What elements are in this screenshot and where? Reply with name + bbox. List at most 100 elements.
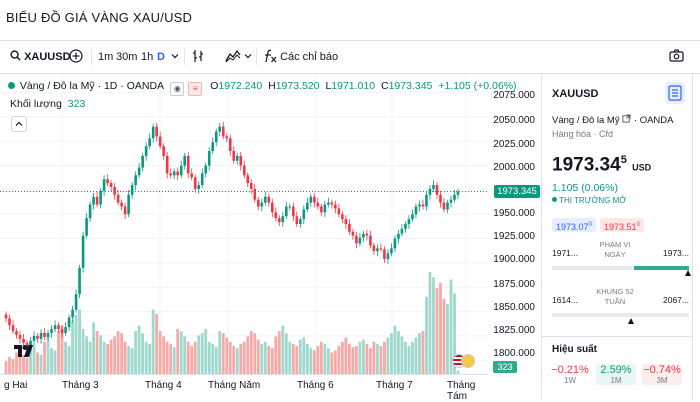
candle-body — [404, 224, 407, 229]
candle-body — [22, 338, 25, 343]
volume-bar — [425, 296, 428, 374]
price-chart[interactable] — [0, 74, 541, 400]
volume-bar — [432, 277, 435, 374]
time-tick: Tháng 3 — [62, 380, 99, 391]
candle-body — [186, 155, 190, 174]
candle-body — [432, 185, 435, 189]
volume-bar — [25, 357, 29, 374]
panel-price-main: 1973.34 — [552, 154, 621, 176]
volume-bar — [239, 343, 243, 374]
volume-bar — [442, 298, 446, 374]
performance-3m[interactable]: −0.74% 3M — [642, 364, 682, 385]
volume-bar — [456, 370, 460, 374]
volume-bar — [78, 309, 81, 374]
volume-bar — [305, 343, 309, 374]
volume-bar — [249, 331, 253, 374]
performance-period: 1M — [610, 376, 622, 385]
bid-badge[interactable]: 1973.070 — [552, 218, 596, 232]
volume-bar — [165, 341, 169, 374]
snapshot-button[interactable] — [669, 41, 684, 73]
legend-collapse-button[interactable] — [11, 116, 27, 132]
market-open-dot — [552, 197, 557, 202]
candle-body — [39, 333, 43, 339]
market-status-dot — [8, 82, 15, 89]
performance-value: −0.74% — [643, 364, 681, 376]
ask-main: 1973.51 — [604, 222, 637, 232]
volume-bar — [18, 350, 22, 374]
volume-bar — [57, 331, 60, 374]
interval-dropdown[interactable] — [171, 41, 179, 73]
legend-settings-icon[interactable]: ≡ — [188, 82, 203, 96]
volume-bar — [120, 333, 124, 374]
volume-bar — [88, 341, 92, 374]
volume-bar — [281, 325, 285, 374]
time-axis[interactable]: g Hai Tháng 3 Tháng 4 Tháng Năm Tháng 6 … — [0, 374, 488, 402]
candle-body — [446, 202, 449, 210]
interval-1h[interactable]: 1h — [141, 51, 154, 63]
bar-chart-icon — [193, 50, 203, 62]
candle-body — [15, 331, 18, 335]
candle-body — [376, 248, 379, 252]
indicators-fx-button[interactable]: Các chỉ báo — [263, 41, 338, 73]
compare-add-button[interactable] — [69, 41, 83, 73]
panel-change: 1.105 (0.06%) — [552, 182, 618, 194]
week52-low: 1614... — [552, 295, 578, 305]
interval-d[interactable]: D — [157, 51, 165, 63]
camera-icon — [669, 49, 684, 62]
candle-body — [302, 209, 306, 220]
interval-1m[interactable]: 1m — [98, 51, 114, 63]
candle-body — [344, 219, 348, 224]
symbol-search-button[interactable]: XAUUSD — [10, 41, 71, 73]
volume-bar — [155, 313, 159, 374]
legend-close-label: C — [381, 80, 389, 92]
price-axis[interactable]: 2075.000 2050.000 2025.000 2000.000 1875… — [488, 74, 541, 400]
volume-bar — [113, 336, 117, 374]
volume-bar — [242, 341, 246, 374]
volume-bar — [116, 331, 120, 374]
day-range-track — [552, 266, 689, 270]
legend-eye-icon[interactable]: ◉ — [170, 82, 185, 96]
chart-toolbar: XAUUSD 1m 30m 1h D Các chỉ báo — [0, 41, 700, 74]
candle-body — [235, 155, 239, 161]
ask-badge[interactable]: 1973.510 — [600, 218, 644, 232]
interval-30m[interactable]: 30m — [116, 51, 138, 63]
panel-market-status: THỊ TRƯỜNG MỞ — [552, 196, 626, 205]
candle-body — [278, 218, 281, 223]
event-flag-icon — [461, 354, 475, 368]
candle-body — [411, 214, 414, 220]
legend-change: +1.105 (+0.06%) — [438, 80, 517, 92]
volume-bar — [414, 337, 418, 374]
external-link-icon[interactable] — [622, 114, 631, 123]
candle-body — [207, 151, 211, 166]
candle-body — [176, 171, 179, 176]
watchlist-toggle-button[interactable] — [665, 82, 685, 104]
page-title: BIỂU ĐỒ GIÁ VÀNG XAU/USD — [6, 10, 193, 25]
volume-bar — [99, 335, 103, 374]
candle-body — [285, 206, 288, 217]
performance-1w[interactable]: −0.21% 1W — [550, 364, 590, 385]
candle-body — [253, 188, 257, 200]
week52-range: 1614... KHUNG 52 TUẦN 2067... — [552, 287, 692, 328]
indicators-button[interactable] — [225, 41, 252, 73]
volume-bar — [214, 347, 218, 374]
volume-bar — [330, 352, 334, 374]
volume-bar — [319, 341, 323, 374]
volume-bar — [29, 347, 32, 374]
performance-title: Hiệu suất — [552, 344, 598, 355]
candle-body — [281, 216, 285, 223]
performance-1m[interactable]: 2.59% 1M — [596, 364, 636, 385]
candle-body — [306, 202, 309, 210]
volume-bar — [102, 341, 106, 374]
plus-circle-icon — [69, 49, 83, 63]
volume-bar — [256, 339, 260, 374]
candle-body — [453, 194, 456, 200]
candle-body — [267, 196, 271, 203]
tradingview-logo[interactable] — [14, 344, 36, 358]
panel-price: 1973.345 USD — [552, 154, 651, 176]
candle-body — [67, 317, 71, 328]
candle-body — [320, 206, 323, 213]
volume-bar — [221, 333, 225, 374]
chart-type-button[interactable] — [191, 41, 205, 73]
candle-body — [183, 155, 186, 166]
volume-bar — [323, 343, 327, 374]
